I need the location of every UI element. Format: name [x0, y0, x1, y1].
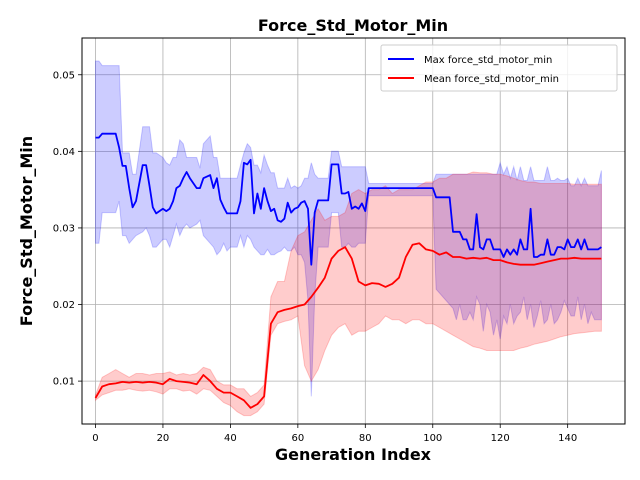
y-axis-ticks: 0.01 0.02 0.03 0.04 0.05 [53, 70, 82, 388]
x-tick-label: 60 [291, 433, 304, 444]
legend-label-mean: Mean force_std_motor_min [424, 74, 559, 85]
x-tick-label: 80 [359, 433, 372, 444]
x-tick-label: 0 [92, 433, 98, 444]
series-band-0 [95, 60, 602, 397]
x-axis-ticks: 0 20 40 60 80 100 120 140 [92, 424, 577, 444]
y-tick-label: 0.02 [53, 300, 75, 311]
plot-frame [81, 37, 626, 425]
y-tick-label: 0.03 [53, 223, 75, 234]
chart-title: Force_Std_Motor_Min [258, 16, 448, 35]
x-tick-label: 140 [558, 433, 577, 444]
legend: Max force_std_motor_min Mean force_std_m… [380, 44, 618, 92]
series-lines [94, 132, 602, 409]
x-tick-label: 120 [491, 433, 510, 444]
y-tick-label: 0.05 [53, 70, 75, 81]
x-tick-label: 40 [224, 433, 237, 444]
series-line-0 [95, 132, 602, 266]
legend-label-max: Max force_std_motor_min [424, 55, 552, 66]
y-tick-label: 0.01 [53, 377, 75, 388]
y-axis-label: Force_Std_Motor_Min [17, 136, 36, 326]
series-line-1 [94, 242, 602, 409]
x-tick-label: 20 [157, 433, 170, 444]
grid [82, 38, 625, 424]
legend-box [380, 44, 618, 92]
x-axis-label: Generation Index [275, 445, 432, 464]
x-tick-label: 100 [423, 433, 442, 444]
y-tick-label: 0.04 [53, 147, 75, 158]
